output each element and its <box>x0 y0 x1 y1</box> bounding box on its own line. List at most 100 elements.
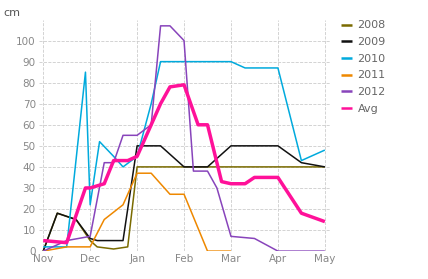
Avg <box>219 180 224 183</box>
2008 <box>205 165 210 169</box>
2011 <box>229 249 234 253</box>
2011 <box>181 193 187 196</box>
2009 <box>243 144 248 148</box>
2012 <box>229 235 234 238</box>
2012 <box>158 24 163 28</box>
2009 <box>158 144 163 148</box>
2010 <box>181 60 187 63</box>
2011 <box>167 193 172 196</box>
Avg <box>275 176 280 179</box>
2010 <box>97 140 102 143</box>
Avg <box>102 182 107 186</box>
Avg <box>125 159 130 162</box>
Avg <box>181 83 187 86</box>
2008 <box>111 247 116 251</box>
2012 <box>120 134 125 137</box>
2010 <box>243 66 248 70</box>
2008 <box>275 165 280 169</box>
Avg <box>299 211 304 215</box>
2008 <box>229 165 234 169</box>
2011 <box>88 245 93 249</box>
2009 <box>41 249 46 253</box>
2012 <box>322 249 327 253</box>
Avg <box>41 239 46 242</box>
2008 <box>299 165 304 169</box>
2012 <box>111 161 116 164</box>
2012 <box>149 123 154 126</box>
2008 <box>41 249 46 253</box>
2010 <box>120 165 125 169</box>
2008 <box>55 211 60 215</box>
Avg <box>83 186 88 190</box>
2011 <box>149 172 154 175</box>
2010 <box>88 203 93 206</box>
2011 <box>205 249 210 253</box>
2012 <box>64 239 69 242</box>
2009 <box>252 144 257 148</box>
2010 <box>149 102 154 105</box>
Avg <box>229 182 234 186</box>
2008 <box>74 218 79 221</box>
Avg <box>111 159 116 162</box>
2009 <box>322 165 327 169</box>
Text: cm: cm <box>3 8 21 18</box>
2010 <box>41 245 46 249</box>
2008 <box>322 165 327 169</box>
2008 <box>181 165 187 169</box>
2012 <box>205 169 210 173</box>
2010 <box>275 66 280 70</box>
Line: 2011: 2011 <box>43 173 231 251</box>
2012 <box>102 161 107 164</box>
2012 <box>134 134 140 137</box>
2012 <box>167 24 172 28</box>
2012 <box>41 249 46 253</box>
2012 <box>191 169 196 173</box>
2009 <box>120 239 125 242</box>
Avg <box>252 176 257 179</box>
2011 <box>41 249 46 253</box>
Avg <box>243 182 248 186</box>
2008 <box>158 165 163 169</box>
2012 <box>181 39 187 42</box>
2010 <box>196 60 201 63</box>
2011 <box>102 218 107 221</box>
Avg <box>196 123 201 126</box>
2012 <box>299 249 304 253</box>
2010 <box>299 159 304 162</box>
2010 <box>111 155 116 158</box>
2010 <box>158 60 163 63</box>
2009 <box>229 144 234 148</box>
2010 <box>322 148 327 152</box>
2008 <box>95 245 100 249</box>
Avg <box>64 241 69 244</box>
2009 <box>95 239 100 242</box>
2009 <box>88 237 93 240</box>
Line: 2009: 2009 <box>43 146 325 251</box>
Avg <box>158 102 163 105</box>
2009 <box>55 211 60 215</box>
2009 <box>299 161 304 164</box>
2012 <box>88 235 93 238</box>
2009 <box>74 218 79 221</box>
Legend: 2008, 2009, 2010, 2011, 2012, Avg: 2008, 2009, 2010, 2011, 2012, Avg <box>341 20 386 114</box>
2011 <box>64 245 69 249</box>
2010 <box>83 71 88 74</box>
Avg <box>134 155 140 158</box>
2011 <box>120 203 125 206</box>
2008 <box>134 165 140 169</box>
Avg <box>322 220 327 223</box>
Avg <box>205 123 210 126</box>
2009 <box>275 144 280 148</box>
Line: 2010: 2010 <box>43 62 325 247</box>
2010 <box>172 60 177 63</box>
2012 <box>252 237 257 240</box>
Avg <box>88 186 93 190</box>
2008 <box>252 165 257 169</box>
2009 <box>181 165 187 169</box>
2012 <box>214 186 220 190</box>
2010 <box>64 245 69 249</box>
2010 <box>252 66 257 70</box>
2010 <box>229 60 234 63</box>
Avg <box>167 85 172 88</box>
2008 <box>125 245 130 249</box>
